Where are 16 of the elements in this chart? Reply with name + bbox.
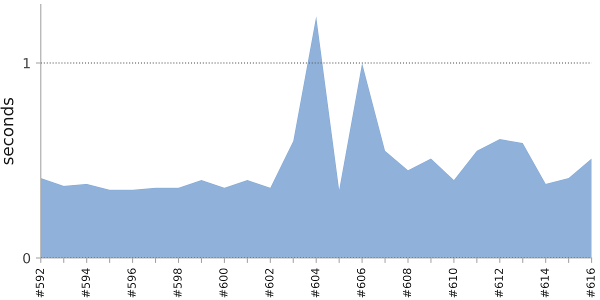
x-tick-label: #600 xyxy=(219,268,228,298)
x-tick-label: #592 xyxy=(36,268,44,298)
y-axis-title: seconds xyxy=(0,98,14,164)
x-tick-label: #598 xyxy=(173,268,182,298)
x-tick-label: #610 xyxy=(448,268,458,298)
x-tick-label: #614 xyxy=(540,268,549,298)
y-tick-label: 1 xyxy=(24,58,30,68)
x-tick-label: #616 xyxy=(586,268,595,298)
x-tick-label: #608 xyxy=(402,268,412,298)
y-tick-label: 0 xyxy=(23,252,30,264)
x-tick-label: #596 xyxy=(127,268,136,298)
x-tick-label: #602 xyxy=(265,268,274,298)
x-tick-label: #606 xyxy=(356,268,366,298)
x-tick-label: #594 xyxy=(82,268,90,298)
x-tick-label: #604 xyxy=(311,268,320,298)
x-tick-label: #612 xyxy=(494,268,504,298)
